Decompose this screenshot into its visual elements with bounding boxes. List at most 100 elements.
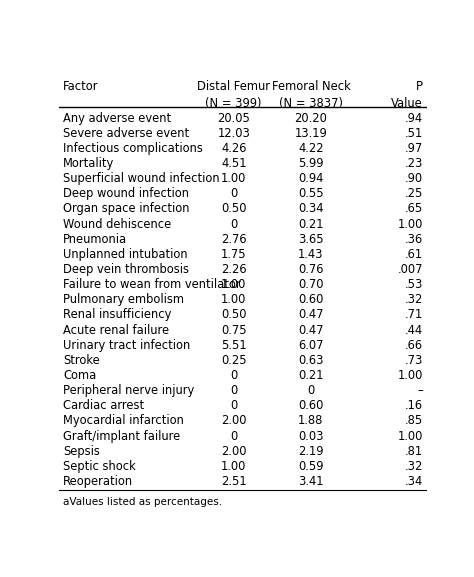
Text: 0.76: 0.76 bbox=[298, 263, 324, 276]
Text: P: P bbox=[416, 80, 423, 93]
Text: .97: .97 bbox=[405, 142, 423, 155]
Text: 1.00: 1.00 bbox=[221, 293, 246, 306]
Text: 6.07: 6.07 bbox=[298, 339, 324, 352]
Text: .16: .16 bbox=[405, 399, 423, 413]
Text: Cardiac arrest: Cardiac arrest bbox=[63, 399, 144, 413]
Text: 20.05: 20.05 bbox=[217, 111, 250, 125]
Text: Graft/implant failure: Graft/implant failure bbox=[63, 430, 180, 443]
Text: 0.60: 0.60 bbox=[298, 399, 324, 413]
Text: 2.00: 2.00 bbox=[221, 445, 246, 458]
Text: 1.88: 1.88 bbox=[298, 414, 324, 428]
Text: 0.47: 0.47 bbox=[298, 324, 324, 336]
Text: Acute renal failure: Acute renal failure bbox=[63, 324, 169, 336]
Text: Superficial wound infection: Superficial wound infection bbox=[63, 172, 219, 185]
Text: .51: .51 bbox=[405, 127, 423, 140]
Text: 0: 0 bbox=[230, 384, 237, 397]
Text: 0.70: 0.70 bbox=[298, 278, 324, 291]
Text: 2.51: 2.51 bbox=[221, 475, 246, 488]
Text: 0: 0 bbox=[230, 369, 237, 382]
Text: 3.65: 3.65 bbox=[298, 233, 324, 246]
Text: 0.55: 0.55 bbox=[298, 188, 324, 200]
Text: Deep vein thrombosis: Deep vein thrombosis bbox=[63, 263, 189, 276]
Text: .66: .66 bbox=[405, 339, 423, 352]
Text: 4.26: 4.26 bbox=[221, 142, 246, 155]
Text: .73: .73 bbox=[404, 354, 423, 367]
Text: 20.20: 20.20 bbox=[294, 111, 328, 125]
Text: .32: .32 bbox=[404, 460, 423, 473]
Text: 1.00: 1.00 bbox=[221, 460, 246, 473]
Text: 12.03: 12.03 bbox=[217, 127, 250, 140]
Text: .65: .65 bbox=[405, 203, 423, 215]
Text: 0: 0 bbox=[230, 188, 237, 200]
Text: Renal insufficiency: Renal insufficiency bbox=[63, 309, 171, 321]
Text: .61: .61 bbox=[405, 248, 423, 261]
Text: Pneumonia: Pneumonia bbox=[63, 233, 127, 246]
Text: 0.34: 0.34 bbox=[298, 203, 324, 215]
Text: .53: .53 bbox=[404, 278, 423, 291]
Text: 1.43: 1.43 bbox=[298, 248, 324, 261]
Text: Reoperation: Reoperation bbox=[63, 475, 133, 488]
Text: Urinary tract infection: Urinary tract infection bbox=[63, 339, 190, 352]
Text: 13.19: 13.19 bbox=[294, 127, 327, 140]
Text: 1.00: 1.00 bbox=[398, 430, 423, 443]
Text: .007: .007 bbox=[397, 263, 423, 276]
Text: 4.22: 4.22 bbox=[298, 142, 324, 155]
Text: .44: .44 bbox=[405, 324, 423, 336]
Text: 5.51: 5.51 bbox=[221, 339, 246, 352]
Text: Infectious complications: Infectious complications bbox=[63, 142, 203, 155]
Text: .34: .34 bbox=[405, 475, 423, 488]
Text: .94: .94 bbox=[405, 111, 423, 125]
Text: .85: .85 bbox=[405, 414, 423, 428]
Text: 0.59: 0.59 bbox=[298, 460, 324, 473]
Text: (N = 399): (N = 399) bbox=[206, 97, 262, 110]
Text: 3.41: 3.41 bbox=[298, 475, 324, 488]
Text: 0.50: 0.50 bbox=[221, 203, 246, 215]
Text: 1.00: 1.00 bbox=[398, 218, 423, 231]
Text: .36: .36 bbox=[405, 233, 423, 246]
Text: 0: 0 bbox=[230, 399, 237, 413]
Text: –: – bbox=[417, 384, 423, 397]
Text: 0.21: 0.21 bbox=[298, 218, 324, 231]
Text: Any adverse event: Any adverse event bbox=[63, 111, 171, 125]
Text: 1.75: 1.75 bbox=[221, 248, 246, 261]
Text: 0: 0 bbox=[307, 384, 315, 397]
Text: Factor: Factor bbox=[63, 80, 99, 93]
Text: 0.60: 0.60 bbox=[298, 293, 324, 306]
Text: 2.76: 2.76 bbox=[221, 233, 246, 246]
Text: 0.63: 0.63 bbox=[298, 354, 324, 367]
Text: (N = 3837): (N = 3837) bbox=[279, 97, 343, 110]
Text: 0.47: 0.47 bbox=[298, 309, 324, 321]
Text: .23: .23 bbox=[404, 157, 423, 170]
Text: Wound dehiscence: Wound dehiscence bbox=[63, 218, 171, 231]
Text: .90: .90 bbox=[405, 172, 423, 185]
Text: Peripheral nerve injury: Peripheral nerve injury bbox=[63, 384, 194, 397]
Text: 2.26: 2.26 bbox=[221, 263, 246, 276]
Text: 4.51: 4.51 bbox=[221, 157, 246, 170]
Text: Myocardial infarction: Myocardial infarction bbox=[63, 414, 184, 428]
Text: .25: .25 bbox=[404, 188, 423, 200]
Text: Unplanned intubation: Unplanned intubation bbox=[63, 248, 188, 261]
Text: Septic shock: Septic shock bbox=[63, 460, 136, 473]
Text: 2.00: 2.00 bbox=[221, 414, 246, 428]
Text: aValues listed as percentages.: aValues listed as percentages. bbox=[63, 497, 222, 507]
Text: Organ space infection: Organ space infection bbox=[63, 203, 190, 215]
Text: Value: Value bbox=[391, 97, 423, 110]
Text: .71: .71 bbox=[405, 309, 423, 321]
Text: .81: .81 bbox=[405, 445, 423, 458]
Text: 2.19: 2.19 bbox=[298, 445, 324, 458]
Text: 0.21: 0.21 bbox=[298, 369, 324, 382]
Text: 0.75: 0.75 bbox=[221, 324, 246, 336]
Text: Failure to wean from ventilator: Failure to wean from ventilator bbox=[63, 278, 240, 291]
Text: 5.99: 5.99 bbox=[298, 157, 324, 170]
Text: 0.50: 0.50 bbox=[221, 309, 246, 321]
Text: Femoral Neck: Femoral Neck bbox=[272, 80, 350, 93]
Text: 1.00: 1.00 bbox=[398, 369, 423, 382]
Text: Mortality: Mortality bbox=[63, 157, 114, 170]
Text: .32: .32 bbox=[404, 293, 423, 306]
Text: Severe adverse event: Severe adverse event bbox=[63, 127, 189, 140]
Text: Pulmonary embolism: Pulmonary embolism bbox=[63, 293, 184, 306]
Text: Distal Femur: Distal Femur bbox=[197, 80, 270, 93]
Text: 0.25: 0.25 bbox=[221, 354, 246, 367]
Text: 0.94: 0.94 bbox=[298, 172, 324, 185]
Text: Deep wound infection: Deep wound infection bbox=[63, 188, 189, 200]
